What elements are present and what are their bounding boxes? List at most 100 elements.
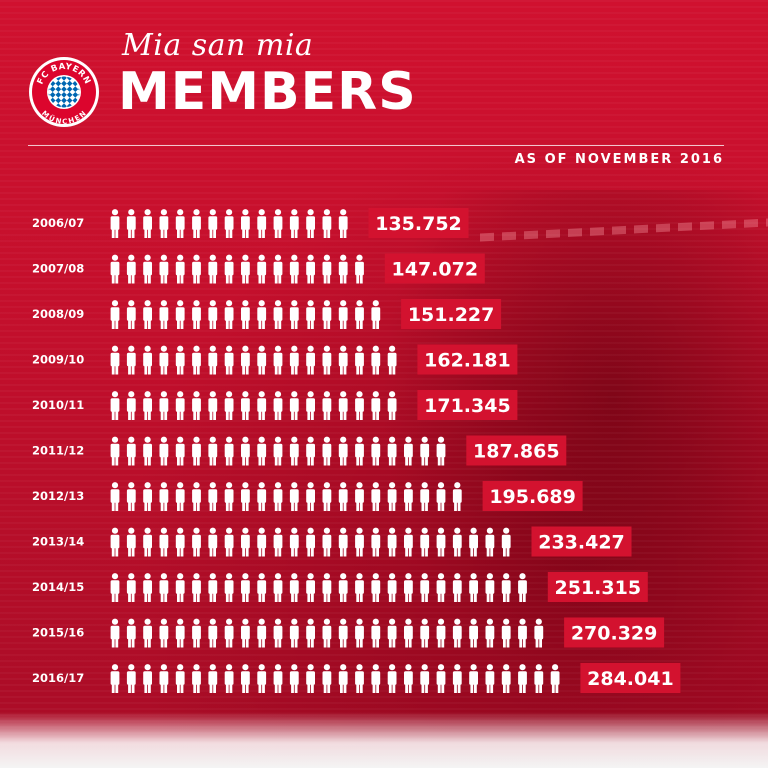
person-icon (273, 573, 283, 602)
person-icon (224, 573, 234, 602)
person-icon (355, 664, 364, 693)
value-box (547, 572, 648, 602)
person-icon (518, 664, 527, 693)
person-icon (534, 664, 544, 693)
person-icon (436, 573, 446, 602)
person-icon (143, 209, 152, 238)
person-icon (469, 527, 478, 557)
person-icon (159, 527, 169, 557)
person-icon (306, 618, 315, 648)
person-icon (110, 618, 120, 648)
person-icon (404, 573, 413, 602)
person-icon (257, 436, 267, 466)
chart-row: 2008/09 151.227 (32, 299, 502, 329)
person-icon (175, 300, 185, 329)
person-icon (257, 664, 267, 693)
person-icon (143, 618, 152, 648)
person-icon (404, 482, 413, 511)
person-icon (550, 664, 560, 693)
person-icon (371, 345, 381, 375)
person-icon (175, 209, 185, 238)
season-label: 2012/13 (32, 489, 84, 503)
person-icon (355, 573, 364, 602)
person-icon (387, 618, 397, 648)
value-box (466, 435, 567, 466)
value-label: 270.329 (571, 623, 658, 645)
chart-row: 2007/08 147.072 (32, 253, 485, 284)
person-icon (257, 300, 267, 329)
person-icon (241, 209, 250, 238)
person-icon (420, 436, 430, 466)
person-icon (485, 618, 495, 648)
person-icon (110, 527, 120, 557)
person-icon (224, 391, 234, 420)
divider (28, 145, 724, 146)
person-icon (518, 618, 527, 648)
person-icon (306, 254, 315, 284)
person-icon (208, 300, 218, 329)
person-icon (371, 527, 381, 557)
person-icon (501, 527, 511, 557)
person-icon (273, 527, 283, 557)
person-icon (143, 391, 152, 420)
person-icon (143, 436, 152, 466)
person-icon (322, 436, 332, 466)
value-label: 251.315 (555, 577, 642, 599)
person-icon (338, 618, 348, 648)
value-label: 233.427 (538, 532, 625, 554)
page-title: MEMBERS (118, 62, 417, 122)
person-icon (306, 664, 315, 693)
person-icon (404, 618, 413, 648)
value-label: 171.345 (424, 395, 511, 417)
person-icon (126, 300, 136, 329)
person-icon (338, 345, 348, 375)
person-icon (420, 573, 430, 602)
person-icon (192, 209, 201, 238)
person-icon (273, 436, 283, 466)
person-icon (175, 391, 185, 420)
person-icon (518, 573, 527, 602)
person-icon (257, 345, 267, 375)
value-box (368, 208, 469, 238)
person-icon (469, 664, 478, 693)
person-icon (289, 345, 299, 375)
person-icon (306, 573, 315, 602)
person-icon (371, 436, 381, 466)
season-label: 2007/08 (32, 262, 84, 276)
person-icon (143, 573, 152, 602)
person-icon (436, 436, 446, 466)
season-label: 2014/15 (32, 580, 84, 594)
person-icon (257, 254, 267, 284)
person-icon (257, 482, 267, 511)
person-icon (355, 254, 364, 284)
person-icon (469, 618, 478, 648)
person-icon (241, 618, 250, 648)
value-label: 187.865 (473, 441, 560, 463)
chart-row: 2014/15 251.315 (32, 572, 648, 602)
person-icon (436, 527, 446, 557)
season-label: 2009/10 (32, 353, 84, 367)
person-icon (273, 664, 283, 693)
person-icon (192, 300, 201, 329)
person-icon (241, 527, 250, 557)
person-icon (175, 618, 185, 648)
person-icon (143, 527, 152, 557)
chart-row: 2011/12 187.865 (32, 435, 567, 466)
value-label: 284.041 (587, 668, 674, 690)
person-icon (469, 573, 478, 602)
value-label: 147.072 (392, 259, 479, 281)
person-icon (371, 391, 381, 420)
person-icon (501, 573, 511, 602)
person-icon (192, 254, 201, 284)
person-icon (208, 254, 218, 284)
person-icon (387, 482, 397, 511)
person-icon (289, 527, 299, 557)
person-icon (371, 482, 381, 511)
person-icon (404, 436, 413, 466)
person-icon (355, 436, 364, 466)
person-icon (208, 527, 218, 557)
person-icon (273, 345, 283, 375)
person-icon (322, 209, 332, 238)
person-icon (322, 254, 332, 284)
person-icon (355, 482, 364, 511)
